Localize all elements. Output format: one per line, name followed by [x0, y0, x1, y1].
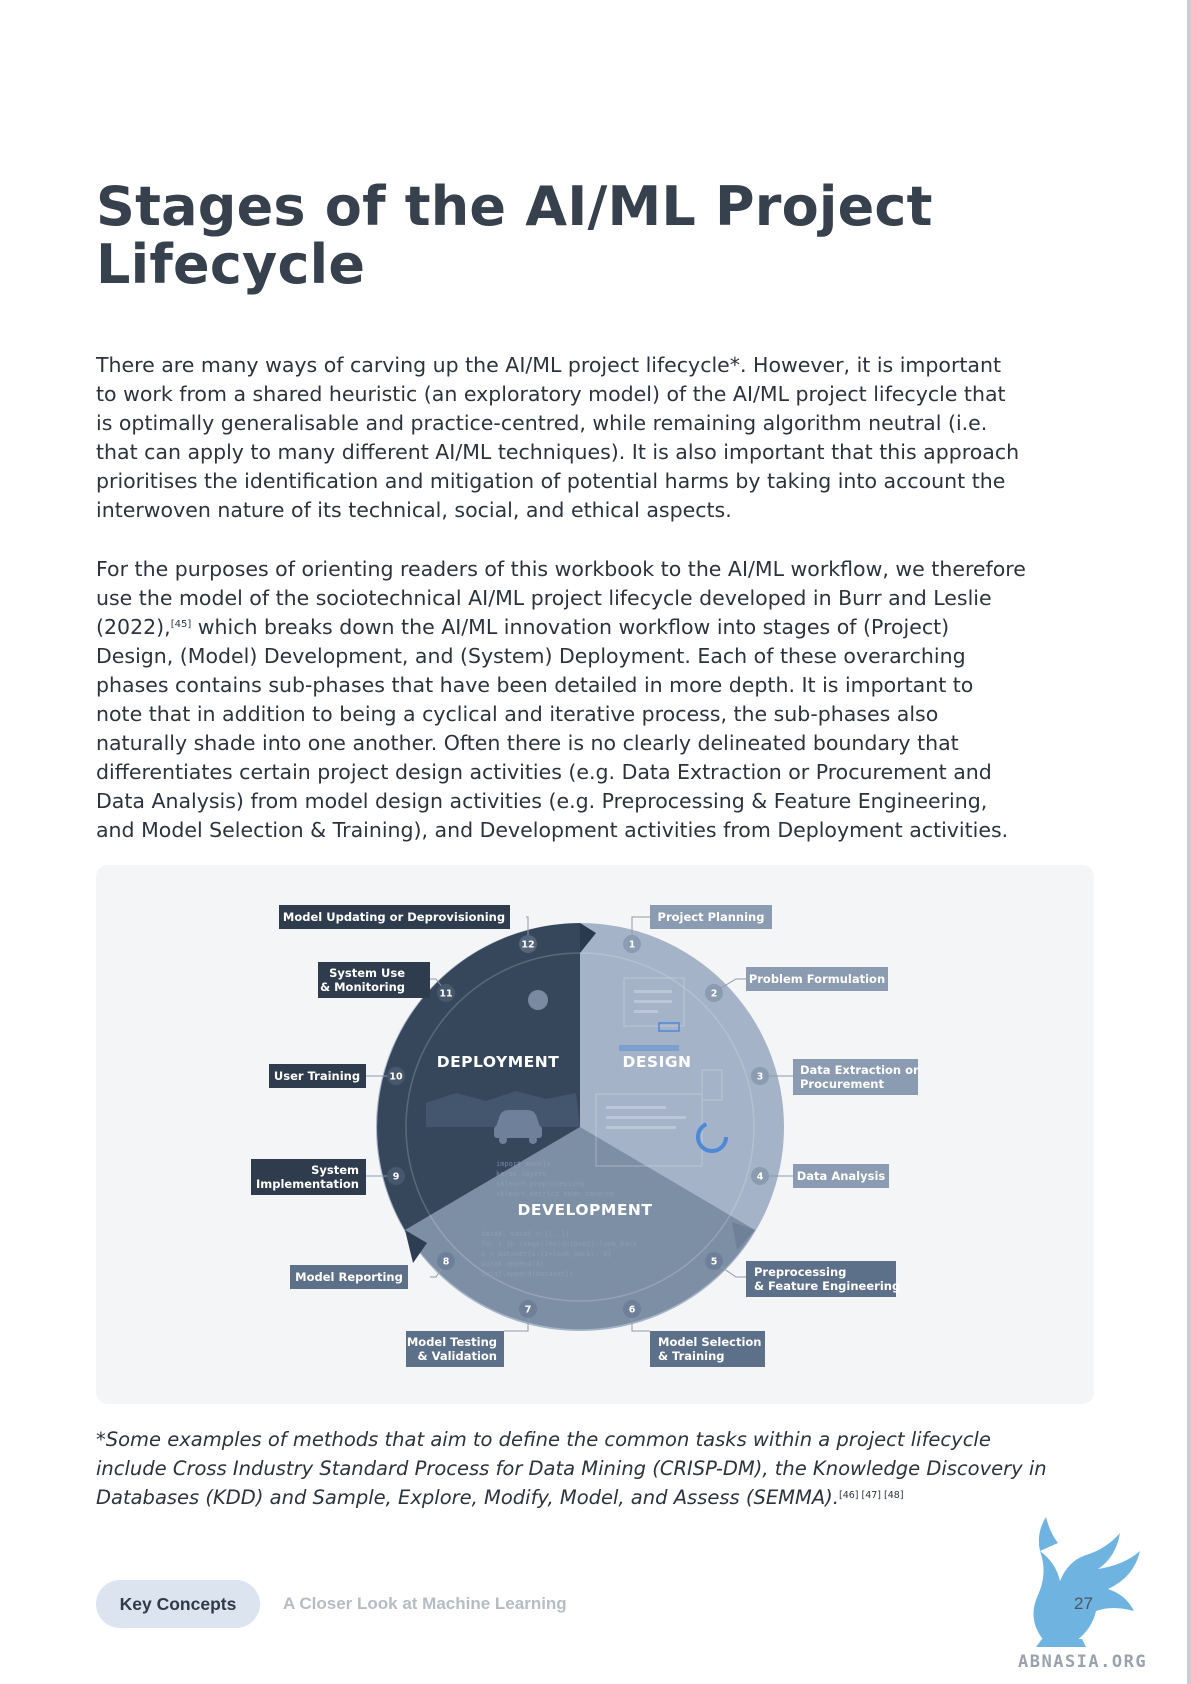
- watermark-text: ABNASIA.ORG: [1018, 1652, 1148, 1672]
- inner-ring: [405, 952, 755, 1302]
- cycle-arrow-top: [580, 923, 596, 953]
- lifecycle-figure: import models keras.layers sklearn.prepr…: [96, 865, 1094, 1404]
- svg-text:Model Testing: Model Testing: [407, 1335, 497, 1349]
- svg-text:& Feature Engineering: & Feature Engineering: [754, 1279, 900, 1293]
- stage-label-2[interactable]: Problem Formulation: [746, 967, 888, 991]
- svg-text:dataY.append(dataset[i: dataY.append(dataset[i: [481, 1270, 574, 1278]
- stage-label-4[interactable]: Data Analysis: [793, 1164, 889, 1188]
- svg-text:Problem Formulation: Problem Formulation: [749, 972, 885, 986]
- stage-label-9[interactable]: System Implementation: [251, 1159, 366, 1195]
- svg-text:import models: import models: [496, 1160, 551, 1168]
- svg-text:dataX.append(a): dataX.append(a): [481, 1260, 544, 1268]
- svg-text:& Training: & Training: [658, 1349, 725, 1363]
- stage-number-1: 1: [629, 940, 636, 951]
- svg-text:Model Updating or Deprovisioni: Model Updating or Deprovisioning: [283, 910, 505, 924]
- intro-paragraph: There are many ways of carving up the AI…: [96, 353, 1020, 522]
- car-illustration: [494, 1110, 542, 1144]
- development-sector: [405, 1127, 755, 1330]
- svg-text:sklearn.metrics mean_squared: sklearn.metrics mean_squared: [496, 1190, 614, 1198]
- stage-numbers: 12 1 2 3 4 5 6 7 8 9 10 11: [387, 935, 769, 1318]
- footnote: *Some examples of methods that aim to de…: [96, 1425, 1056, 1512]
- footnote-text: *Some examples of methods that aim to de…: [96, 1428, 1047, 1509]
- section-pill[interactable]: Key Concepts: [96, 1580, 260, 1628]
- svg-text:User Training: User Training: [274, 1069, 360, 1083]
- svg-text:sklearn.preprocessing: sklearn.preprocessing: [496, 1180, 585, 1188]
- svg-text:& Validation: & Validation: [418, 1349, 497, 1363]
- page-title: Stages of the AI/ML Project Lifecycle: [96, 175, 933, 296]
- stage-label-10[interactable]: User Training: [269, 1064, 366, 1088]
- stage-label-3[interactable]: Data Extraction or Procurement: [793, 1059, 919, 1095]
- stage-label-6[interactable]: Model Selection & Training: [650, 1331, 765, 1367]
- footnote-citations[interactable]: [46] [47] [48]: [838, 1490, 904, 1501]
- stage-label-12[interactable]: Model Updating or Deprovisioning: [279, 905, 510, 929]
- cycle-arrow-right: [732, 1222, 755, 1250]
- stage-label-7[interactable]: Model Testing & Validation: [406, 1331, 504, 1367]
- svg-text:Model Selection: Model Selection: [658, 1335, 762, 1349]
- development-title: DEVELOPMENT: [518, 1201, 653, 1219]
- progress-ring-illustration: [696, 1121, 728, 1153]
- svg-text:for i in range(len(dataset)-lo: for i in range(len(dataset)-look_back: [481, 1240, 638, 1248]
- stage-label-5[interactable]: Preprocessing & Feature Engineering: [746, 1261, 900, 1297]
- svg-text:Data Extraction or: Data Extraction or: [800, 1063, 919, 1077]
- svg-text:Project Planning: Project Planning: [658, 910, 765, 924]
- stage-number-3: 3: [757, 1072, 764, 1083]
- lifecycle-diagram: import models keras.layers sklearn.prepr…: [251, 905, 919, 1367]
- stage-number-6: 6: [629, 1305, 636, 1316]
- svg-text:a = dataset[i:(i+look_back), 0: a = dataset[i:(i+look_back), 0]: [481, 1250, 612, 1258]
- stage-label-1[interactable]: Project Planning: [650, 905, 772, 929]
- stage-number-9: 9: [393, 1172, 400, 1183]
- page-number: 27: [1074, 1594, 1093, 1613]
- stage-number-11: 11: [439, 989, 452, 1000]
- lifecycle-paragraph: For the purposes of orienting readers of…: [96, 555, 1026, 845]
- design-button-illustration: [658, 1022, 680, 1032]
- svg-text:System Use: System Use: [329, 966, 405, 980]
- mountain-illustration: [426, 1091, 580, 1127]
- lifecycle-paragraph-text: For the purposes of orienting readers of…: [96, 557, 1026, 639]
- page-edge: [1187, 0, 1191, 1684]
- code-texture: import models keras.layers sklearn.prepr…: [481, 1160, 638, 1278]
- stage-number-4: 4: [757, 1172, 764, 1183]
- design-title: DESIGN: [622, 1053, 691, 1071]
- stage-number-10: 10: [389, 1072, 403, 1083]
- griffin-logo-icon: [1033, 1517, 1140, 1647]
- cycle-arrow-left: [405, 1230, 427, 1263]
- lifecycle-paragraph-text-continued: which breaks down the AI/ML innovation w…: [96, 615, 1009, 842]
- stage-label-8[interactable]: Model Reporting: [290, 1265, 408, 1289]
- svg-text:keras.layers: keras.layers: [496, 1170, 547, 1178]
- design-illustration: [595, 977, 723, 1167]
- citation-45[interactable]: [45]: [170, 619, 192, 630]
- svg-text:& Monitoring: & Monitoring: [320, 980, 405, 994]
- moon-illustration: [528, 990, 548, 1010]
- stage-number-7: 7: [525, 1305, 532, 1316]
- stage-number-8: 8: [443, 1257, 450, 1268]
- svg-text:System: System: [311, 1163, 359, 1177]
- stage-number-12: 12: [521, 940, 534, 951]
- chapter-breadcrumb[interactable]: A Closer Look at Machine Learning: [283, 1594, 567, 1613]
- stage-number-2: 2: [711, 989, 718, 1000]
- svg-text:Model Reporting: Model Reporting: [295, 1270, 403, 1284]
- svg-text:Procurement: Procurement: [800, 1077, 884, 1091]
- svg-text:Data Analysis: Data Analysis: [797, 1169, 886, 1183]
- stage-label-11[interactable]: System Use & Monitoring: [318, 962, 430, 998]
- svg-text:Preprocessing: Preprocessing: [754, 1265, 846, 1279]
- deployment-title: DEPLOYMENT: [437, 1053, 560, 1071]
- svg-text:Implementation: Implementation: [256, 1177, 359, 1191]
- svg-text:dataX, dataY = [], []: dataX, dataY = [], []: [481, 1230, 570, 1238]
- stage-number-5: 5: [711, 1257, 718, 1268]
